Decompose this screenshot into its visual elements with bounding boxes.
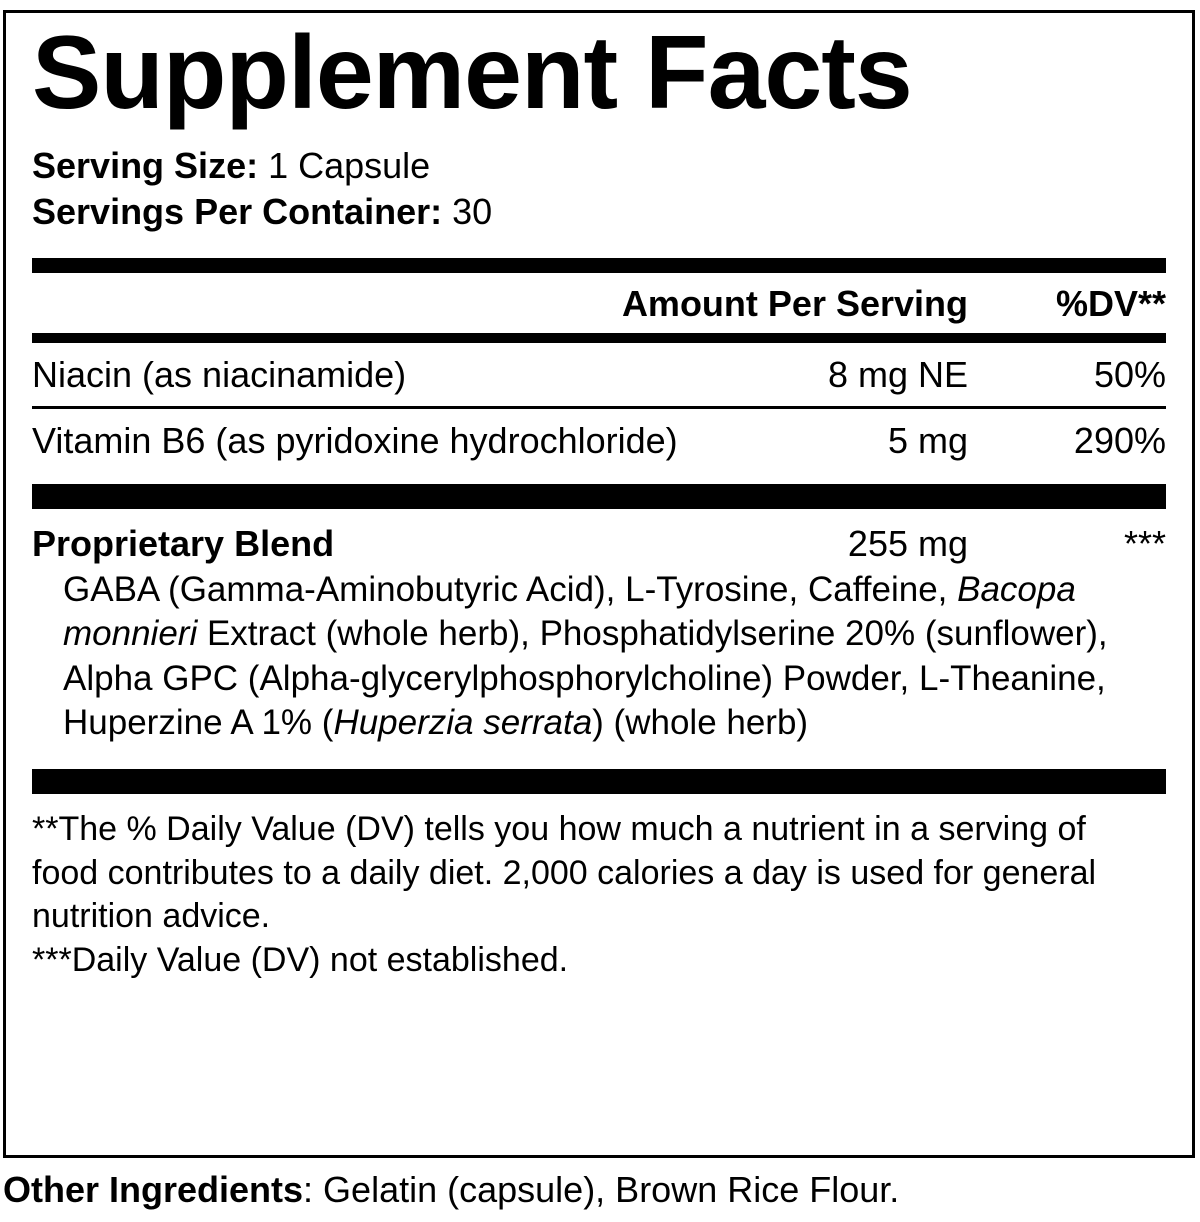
divider-top-thick <box>32 258 1166 274</box>
table-row: Niacin (as niacinamide) 8 mg NE 50% <box>32 343 1166 406</box>
label-panel: Supplement Facts Serving Size: 1 Capsule… <box>3 10 1195 1158</box>
other-ingredients-value: : Gelatin (capsule), Brown Rice Flour. <box>303 1169 900 1210</box>
other-ingredients-label: Other Ingredients <box>3 1169 304 1210</box>
nutrient-name-niacin: Niacin (as niacinamide) <box>32 354 407 396</box>
servings-per-container-value: 30 <box>452 190 493 232</box>
serving-size-label: Serving Size: <box>32 144 259 186</box>
serving-size-value: 1 Capsule <box>268 144 431 186</box>
nutrient-name-vitamin-b6: Vitamin B6 (as pyridoxine hydrochloride) <box>32 420 678 462</box>
footnote-dv-explanation: **The % Daily Value (DV) tells you how m… <box>32 809 1097 936</box>
blend-ingredients-mid: Extract (whole herb), Phosphatidylserine… <box>63 614 1108 742</box>
nutrient-dv-niacin: 50% <box>1093 354 1166 396</box>
divider-footnote-thickest <box>32 768 1166 794</box>
blend-title: Proprietary Blend <box>32 523 335 565</box>
divider-blend-thickest <box>32 484 1166 510</box>
blend-ingredients-suffix: ) (whole herb) <box>592 702 809 742</box>
table-header-row: Amount Per Serving %DV** <box>32 273 1166 333</box>
divider-nutrient-thin <box>32 406 1166 410</box>
blend-ingredient-latin-bacopa: Bacopa monnieri <box>63 570 1076 654</box>
blend-ingredients-list: GABA (Gamma-Aminobutyric Acid), L-Tyrosi… <box>32 566 1166 750</box>
blend-dv: *** <box>1123 523 1166 565</box>
servings-per-container-line: Servings Per Container: 30 <box>32 189 1166 235</box>
blend-ingredients-prefix: GABA (Gamma-Aminobutyric Acid), L-Tyrosi… <box>63 570 958 610</box>
divider-header-med <box>32 333 1166 344</box>
header-percent-dv: %DV** <box>1055 283 1166 325</box>
blend-ingredient-latin-huperzia: Huperzia serrata <box>333 702 593 742</box>
page-title: Supplement Facts <box>32 15 913 131</box>
nutrient-dv-vitamin-b6: 290% <box>1073 420 1166 462</box>
header-amount-per-serving: Amount Per Serving <box>621 283 968 325</box>
blend-amount: 255 mg <box>847 523 968 565</box>
nutrient-amount-vitamin-b6: 5 mg <box>887 420 968 462</box>
footnote-dv-not-established: ***Daily Value (DV) not established. <box>32 941 569 980</box>
serving-info: Serving Size: 1 Capsule Servings Per Con… <box>32 143 1166 234</box>
nutrient-amount-niacin: 8 mg NE <box>827 354 968 396</box>
table-row: Vitamin B6 (as pyridoxine hydrochloride)… <box>32 409 1166 472</box>
proprietary-blend-row: Proprietary Blend 255 mg *** <box>32 509 1166 566</box>
serving-size-line: Serving Size: 1 Capsule <box>32 143 1166 189</box>
servings-per-container-label: Servings Per Container: <box>32 190 443 232</box>
other-ingredients-line: Other Ingredients: Gelatin (capsule), Br… <box>3 1170 1195 1210</box>
footnotes-block: **The % Daily Value (DV) tells you how m… <box>32 794 1166 983</box>
